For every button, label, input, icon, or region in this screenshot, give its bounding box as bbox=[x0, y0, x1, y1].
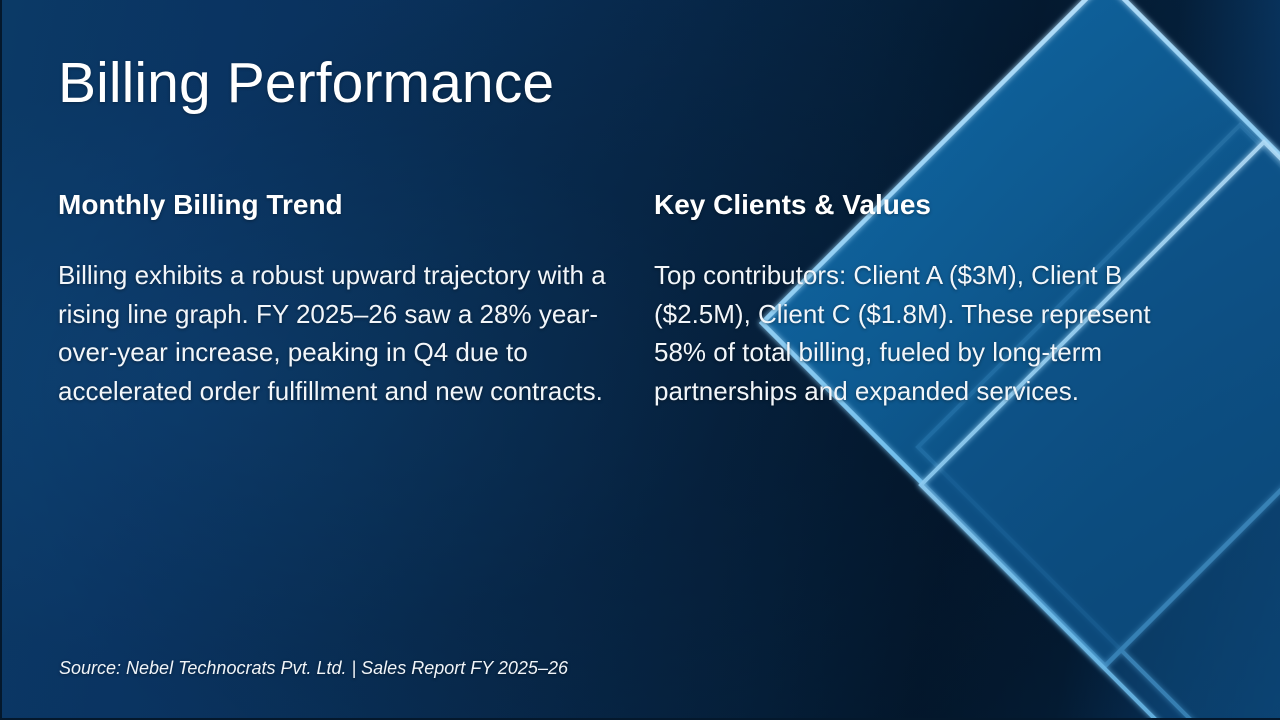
column-monthly-billing-trend: Monthly Billing Trend Billing exhibits a… bbox=[58, 188, 606, 410]
column-heading-left: Monthly Billing Trend bbox=[58, 189, 343, 220]
source-citation: Source: Nebel Technocrats Pvt. Ltd. | Sa… bbox=[59, 658, 568, 678]
column-heading-right: Key Clients & Values bbox=[654, 189, 932, 220]
column-key-clients-values: Key Clients & Values Top contributors: C… bbox=[654, 188, 1202, 410]
two-column-body: Monthly Billing Trend Billing exhibits a… bbox=[58, 188, 1226, 410]
column-body-right: Top contributors: Client A ($3M), Client… bbox=[654, 260, 1151, 406]
column-body-left: Billing exhibits a robust upward traject… bbox=[58, 260, 606, 406]
page-title: Billing Performance bbox=[58, 51, 555, 115]
